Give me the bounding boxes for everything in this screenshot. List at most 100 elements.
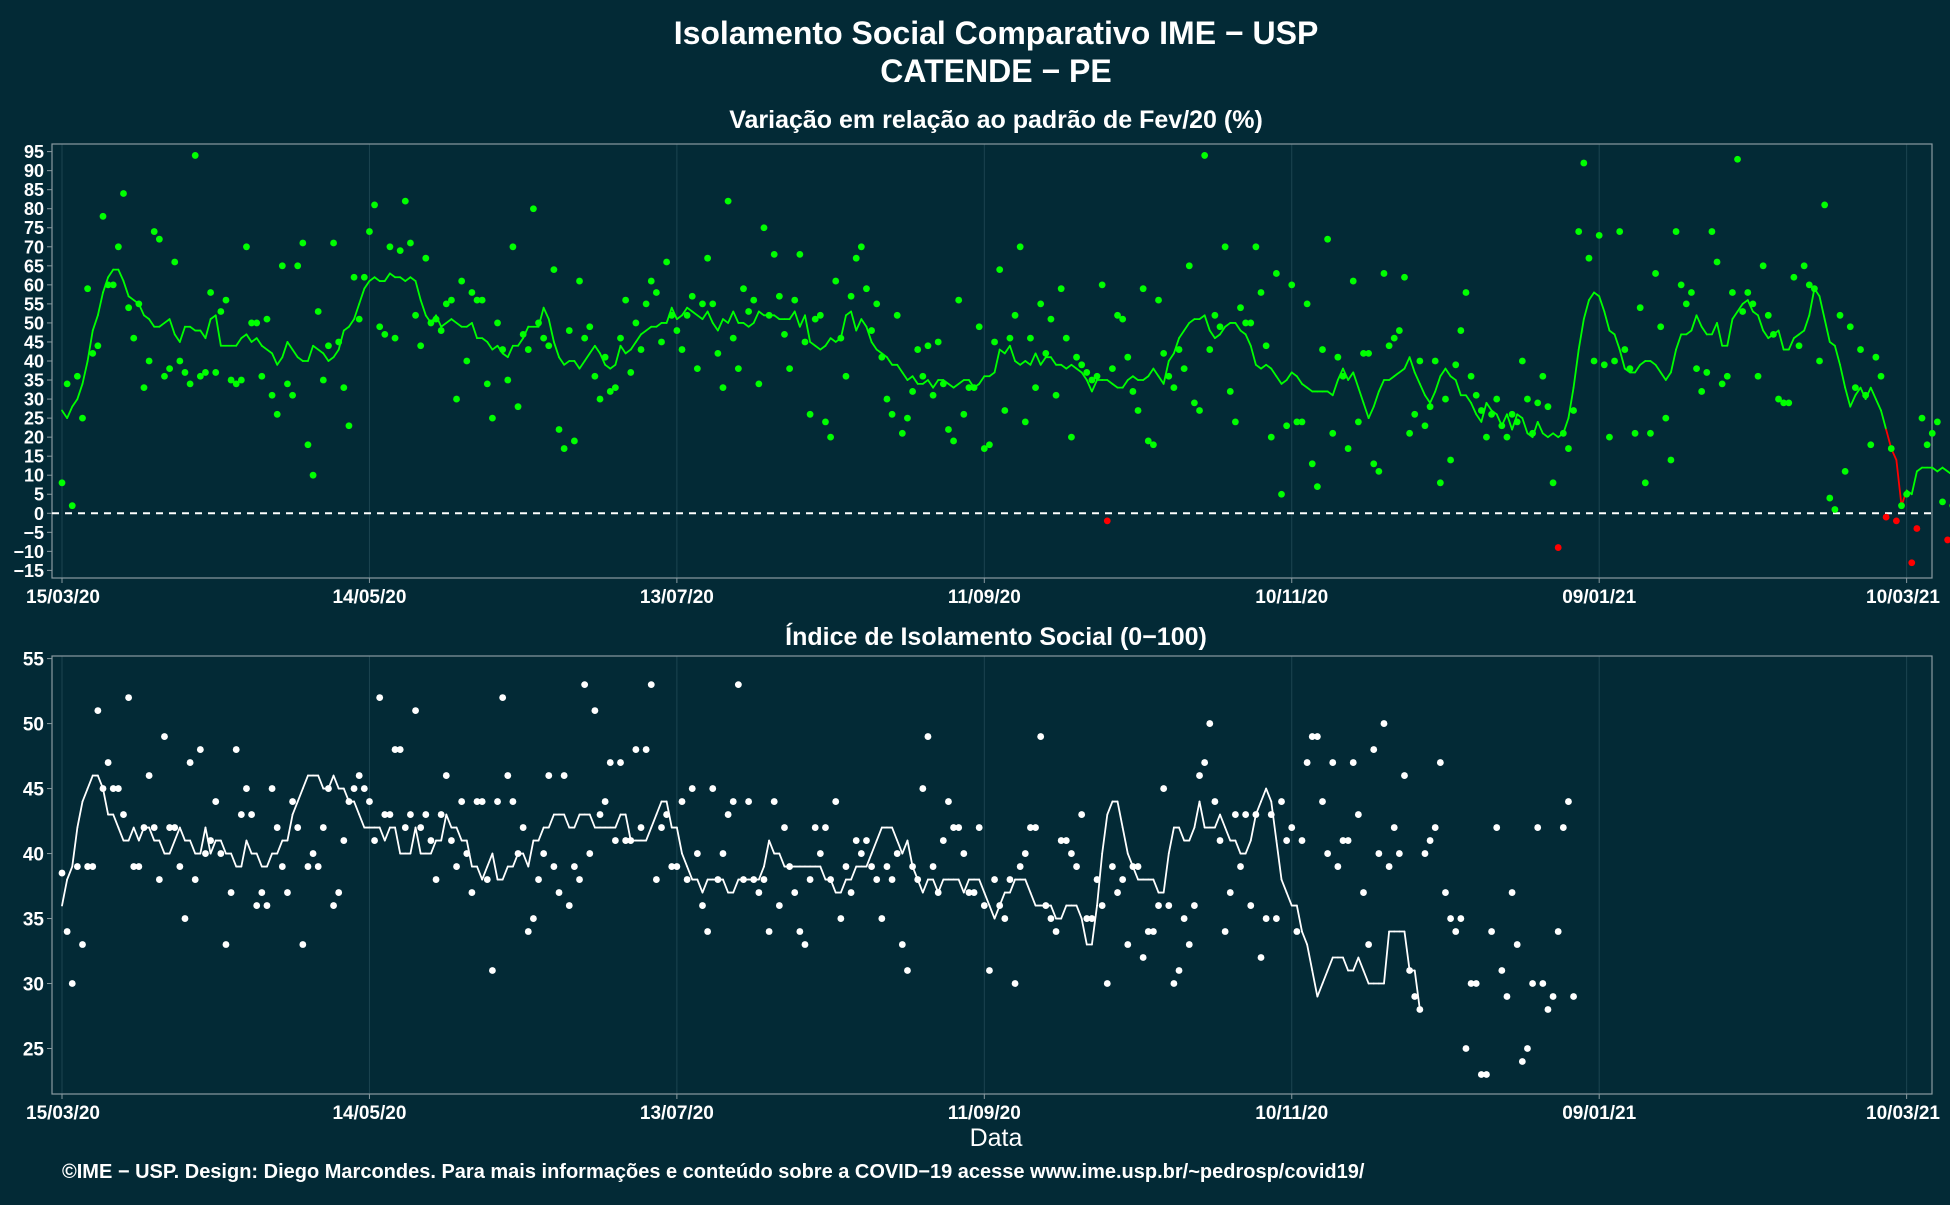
moving-average-segment — [778, 852, 786, 868]
data-point — [99, 785, 107, 792]
data-point — [1339, 837, 1347, 844]
moving-average-segment — [1280, 379, 1288, 385]
data-point — [89, 863, 97, 870]
moving-average-segment — [578, 360, 586, 370]
y-tick-label: 40 — [23, 844, 44, 865]
data-point — [1062, 837, 1070, 844]
data-point — [1206, 720, 1214, 727]
data-point — [550, 266, 558, 274]
data-point — [155, 235, 163, 243]
data-point — [330, 902, 337, 909]
data-point — [289, 798, 296, 805]
data-point — [729, 798, 737, 805]
data-point — [1688, 289, 1695, 296]
data-point — [1134, 407, 1142, 414]
data-point — [1892, 517, 1900, 525]
moving-average-segment — [450, 318, 458, 324]
data-point — [350, 785, 358, 792]
data-point — [63, 380, 71, 388]
data-point — [775, 902, 783, 909]
data-point — [114, 243, 122, 251]
data-point — [232, 746, 240, 753]
data-point — [1862, 391, 1870, 399]
moving-average-segment — [1285, 891, 1293, 907]
data-point — [360, 273, 368, 281]
data-point — [1242, 319, 1250, 327]
data-point — [1216, 323, 1224, 331]
data-point — [1928, 429, 1936, 437]
data-point — [724, 811, 732, 818]
data-point — [130, 334, 138, 342]
moving-average-segment — [1880, 409, 1888, 431]
moving-average-segment — [383, 272, 391, 282]
data-point — [576, 277, 583, 285]
y-tick-label: 70 — [24, 237, 44, 257]
data-point — [524, 346, 532, 353]
moving-average-segment — [809, 341, 817, 347]
data-point — [658, 338, 665, 346]
moving-average-segment — [527, 839, 535, 868]
data-point — [519, 330, 527, 338]
data-point — [1406, 429, 1414, 437]
data-point — [135, 300, 143, 308]
data-point — [161, 733, 168, 740]
data-point — [1114, 889, 1121, 896]
moving-average-segment — [1941, 466, 1949, 473]
x-tick-label: 10/11/20 — [1255, 587, 1328, 608]
data-point — [596, 395, 604, 403]
data-point — [873, 876, 881, 883]
data-point — [299, 239, 307, 247]
data-point — [1365, 349, 1373, 357]
moving-average-segment — [1521, 417, 1529, 435]
x-tick-label: 11/09/20 — [948, 587, 1021, 608]
moving-average-segment — [921, 379, 929, 385]
data-point — [202, 369, 209, 376]
data-point — [1190, 399, 1198, 407]
moving-average-segment — [952, 382, 960, 389]
moving-average-segment — [214, 314, 222, 347]
data-point — [1088, 915, 1096, 922]
moving-average-segment — [276, 839, 284, 855]
moving-average-segment — [1854, 386, 1862, 397]
data-point — [1278, 798, 1285, 805]
x-tick-label: 09/01/21 — [1562, 587, 1636, 608]
moving-average-segment — [404, 276, 412, 282]
data-point — [668, 863, 676, 870]
moving-average-segment — [1793, 333, 1800, 340]
moving-average-segment — [957, 379, 965, 385]
data-point — [1303, 300, 1311, 308]
moving-average-segment — [701, 878, 709, 894]
data-point — [94, 342, 102, 350]
data-point — [1124, 353, 1132, 361]
moving-average-segment — [896, 363, 904, 374]
moving-average-segment — [127, 295, 135, 301]
data-point — [68, 980, 76, 987]
data-point — [1380, 720, 1388, 727]
data-point — [427, 319, 435, 327]
data-point — [1780, 399, 1788, 407]
data-point — [1267, 811, 1275, 818]
y-tick-label: 25 — [24, 409, 44, 429]
data-point — [181, 915, 189, 922]
data-point — [1078, 811, 1086, 818]
moving-average-segment — [1613, 333, 1621, 351]
moving-average-segment — [1654, 363, 1662, 374]
moving-average-segment — [204, 318, 212, 340]
moving-average-segment — [681, 306, 689, 317]
data-point — [1165, 902, 1173, 909]
data-point — [150, 824, 158, 831]
moving-average-segment — [358, 813, 366, 829]
data-point — [545, 772, 553, 779]
data-point — [109, 281, 117, 289]
data-point — [1119, 876, 1127, 883]
data-point — [535, 876, 542, 883]
y-tick-label: 95 — [24, 142, 44, 162]
data-point — [222, 296, 230, 304]
moving-average-segment — [716, 318, 724, 332]
moving-average-segment — [788, 310, 796, 321]
moving-average-segment — [230, 852, 238, 868]
data-point — [919, 372, 927, 380]
data-point — [473, 798, 481, 805]
data-point — [1513, 941, 1521, 948]
